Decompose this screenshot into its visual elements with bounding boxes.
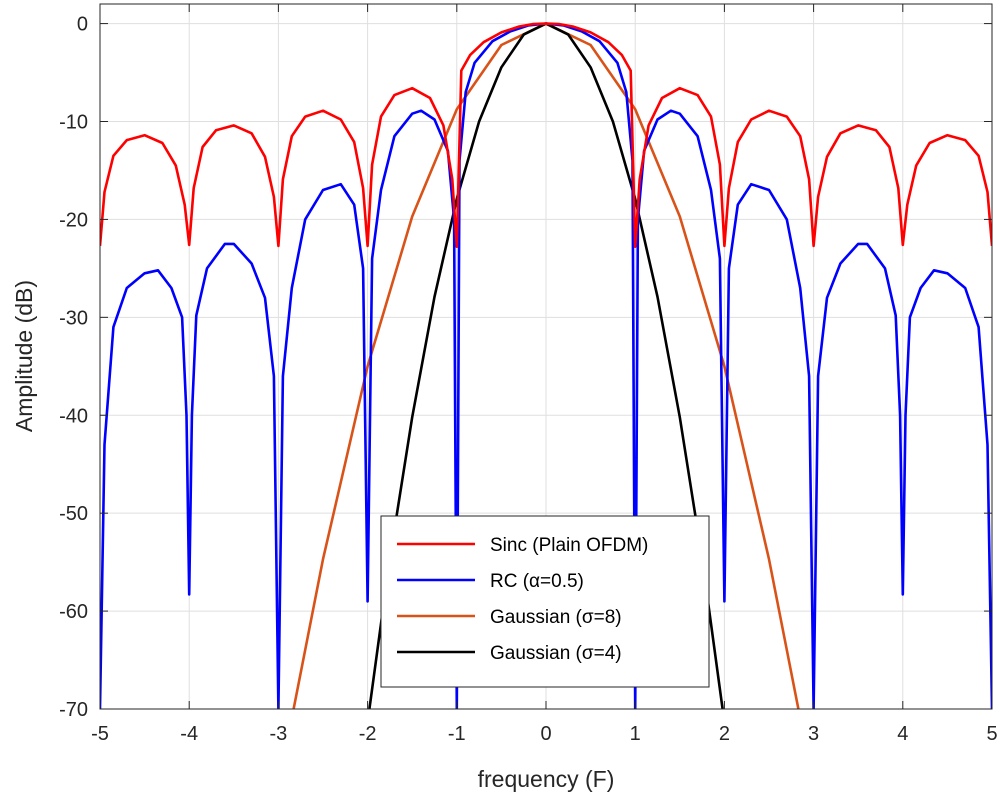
y-tick-label: -40 — [59, 405, 88, 427]
x-axis-title: frequency (F) — [478, 766, 615, 792]
x-tick-label: -2 — [359, 723, 377, 745]
series-line-0 — [100, 22, 992, 249]
y-axis-title: Amplitude (dB) — [11, 280, 37, 432]
x-axis-ticks: -5 -4 -3 -2 -1 0 1 2 3 4 5 — [91, 4, 998, 745]
legend-label-3: Gaussian (σ=4) — [490, 643, 622, 664]
y-tick-label: -20 — [59, 209, 88, 231]
y-tick-label: 0 — [77, 14, 88, 36]
x-tick-label: -4 — [180, 723, 198, 745]
x-tick-label: 2 — [719, 723, 730, 745]
x-tick-label: 4 — [897, 723, 908, 745]
x-tick-label: 3 — [808, 723, 819, 745]
y-tick-label: -70 — [59, 699, 88, 721]
legend: Sinc (Plain OFDM) RC (α=0.5) Gaussian (σ=8… — [380, 515, 710, 688]
y-tick-label: -10 — [59, 112, 88, 134]
x-tick-label: -5 — [91, 723, 109, 745]
x-tick-label: -3 — [270, 723, 288, 745]
x-tick-label: 1 — [630, 723, 641, 745]
y-tick-label: -60 — [59, 601, 88, 623]
x-tick-label: -1 — [448, 723, 466, 745]
series-lines — [100, 22, 992, 709]
x-tick-label: 5 — [986, 723, 997, 745]
x-tick-label: 0 — [540, 723, 551, 745]
y-axis-ticks: 0 -10 -20 -30 -40 -50 -60 -70 — [59, 14, 992, 721]
legend-label-2: Gaussian (σ=8) — [490, 607, 622, 628]
y-tick-label: -30 — [59, 307, 88, 329]
legend-label-1: RC (α=0.5) — [490, 571, 584, 592]
legend-label-0: Sinc (Plain OFDM) — [490, 535, 648, 556]
y-tick-label: -50 — [59, 503, 88, 525]
